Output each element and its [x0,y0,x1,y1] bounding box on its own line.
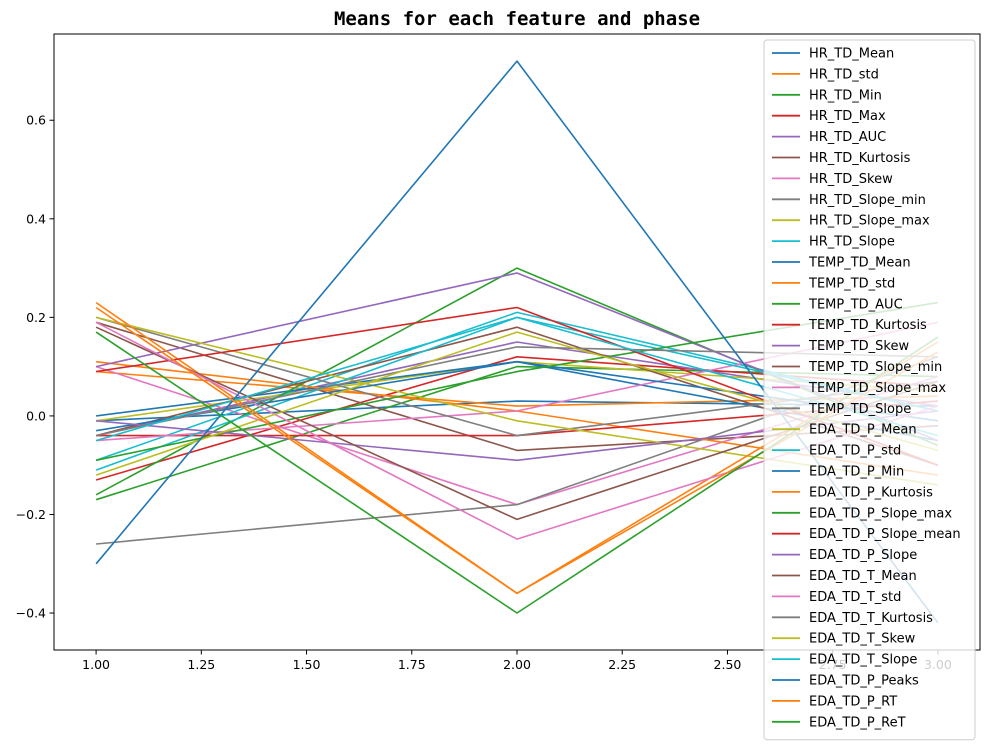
y-tick-label: 0.6 [26,113,46,128]
y-tick-label: −0.4 [16,606,46,621]
legend: HR_TD_Mean HR_TD_std HR_TD_Min HR_TD_Max HR_… [763,39,976,741]
legend-label: EDA_TD_T_Mean [809,569,917,584]
legend-label: HR_TD_Skew [809,172,893,187]
legend-label: HR_TD_Max [809,109,886,124]
legend-label: EDA_TD_P_Kurtosis [809,485,933,500]
legend-label: TEMP_TD_Mean [808,256,911,271]
y-axis: −0.4 −0.2 0.0 0.2 0.4 0.6 [16,113,54,621]
legend-label: EDA_TD_P_Slope_max [809,506,952,521]
legend-label: EDA_TD_T_Kurtosis [809,611,933,626]
legend-label: TEMP_TD_Slope_min [808,360,942,375]
x-tick-label: 2.25 [608,657,636,672]
legend-label: EDA_TD_P_Mean [809,423,917,438]
legend-label: TEMP_TD_Slope_max [808,381,946,396]
y-tick-label: 0.2 [26,310,46,325]
legend-label: HR_TD_Kurtosis [809,151,911,166]
legend-label: EDA_TD_T_std [809,590,901,605]
y-tick-label: −0.2 [16,507,46,522]
legend-label: HR_TD_Slope_max [809,214,930,229]
x-tick-label: 2.00 [503,657,531,672]
legend-label: TEMP_TD_Slope [808,402,911,417]
y-tick-label: 0.4 [26,211,46,226]
x-tick-label: 2.50 [714,657,742,672]
legend-label: HR_TD_AUC [809,130,886,145]
chart-title: Means for each feature and phase [334,8,700,30]
legend-label: HR_TD_Mean [809,47,894,62]
legend-label: TEMP_TD_AUC [808,297,903,312]
legend-label: EDA_TD_P_Min [809,465,904,480]
legend-label: TEMP_TD_Kurtosis [808,318,927,333]
legend-label: EDA_TD_T_Slope [809,653,917,668]
x-tick-label: 1.75 [398,657,426,672]
x-tick-label: 1.25 [187,657,215,672]
legend-label: HR_TD_Min [809,88,882,103]
legend-label: HR_TD_Slope [809,235,895,250]
legend-label: EDA_TD_P_ReT [809,715,906,730]
legend-label: EDA_TD_P_RT [809,694,897,709]
legend-label: EDA_TD_P_Slope_mean [809,527,961,542]
x-axis: 1.001.251.501.752.002.252.502.753.00 [82,650,952,672]
legend-label: EDA_TD_P_Slope [809,548,917,563]
legend-label: HR_TD_std [809,67,879,82]
legend-box [763,39,976,741]
legend-label: TEMP_TD_std [808,276,895,291]
x-tick-label: 1.50 [293,657,321,672]
legend-label: HR_TD_Slope_min [809,193,926,208]
legend-label: EDA_TD_P_Peaks [809,674,919,689]
legend-label: EDA_TD_T_Skew [809,632,916,647]
y-tick-label: 0.0 [26,408,46,423]
legend-label: EDA_TD_P_std [809,444,901,459]
legend-label: TEMP_TD_Skew [808,339,909,354]
x-tick-label: 1.00 [82,657,110,672]
